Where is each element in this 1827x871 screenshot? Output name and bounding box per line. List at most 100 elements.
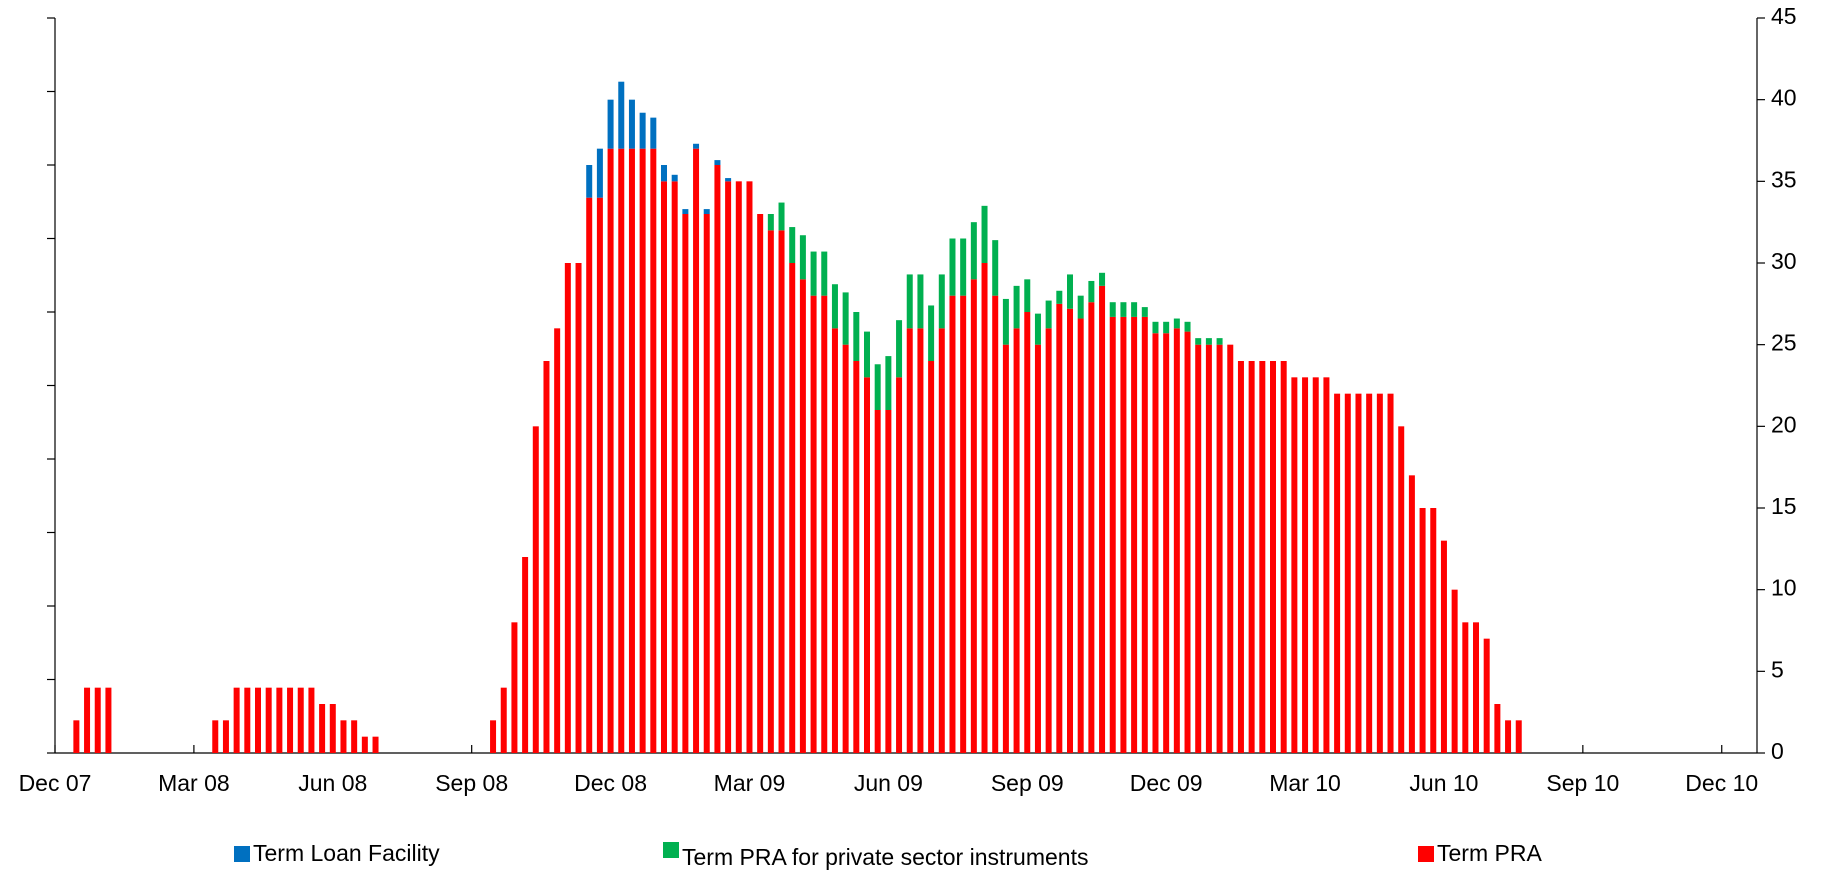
x-tick-label: Sep 08 [435,770,508,796]
bar-segment [532,426,539,753]
bar-segment [255,687,262,753]
bar-segment [586,197,593,753]
bar-segment [222,720,229,753]
bar-segment [767,214,774,231]
bar-segment [810,295,817,753]
legend-label: Term PRA [1437,840,1542,866]
bar-segment [725,178,732,182]
bar-segment [906,274,913,329]
bar-segment [1312,377,1319,753]
bar-segment [650,148,657,753]
bar-segment [896,377,903,753]
bar-segment [735,181,742,754]
bar-segment [500,687,507,753]
bar-segment [938,274,945,329]
bar-segment [714,165,721,753]
y-tick-label: 35 [1771,166,1797,192]
y-tick-label: 10 [1771,575,1797,601]
bar-segment [1024,312,1031,753]
bar-segment [842,344,849,753]
x-tick-label: Sep 09 [991,770,1064,796]
bar-segment [906,328,913,753]
bar-segment [874,410,881,753]
x-tick-label: Dec 09 [1130,770,1203,796]
bar-segment [639,148,646,753]
bar-segment [297,687,304,753]
bar-segment [1451,589,1458,753]
y-tick-label: 5 [1771,656,1784,682]
bar-segment [874,364,881,410]
bar-segment [981,263,988,753]
bar-segment [1077,295,1084,319]
bar-segment [586,165,593,198]
bar-segment [1109,316,1116,753]
bar-segment [1120,316,1127,753]
bar-segment [1163,321,1170,334]
x-tick-label: Mar 08 [158,770,230,796]
bar-segment [607,148,614,753]
bar-segment [1067,274,1074,309]
bar-segment [1270,361,1277,753]
bar-segment [1034,313,1041,345]
bar-segment [596,148,603,198]
bar-segment [276,687,283,753]
bar-segment [1067,308,1074,753]
bar-segment [1237,361,1244,753]
bar-segment [543,361,550,753]
bar-segment [778,202,785,231]
bar-segment [831,328,838,753]
bar-segment [490,720,497,753]
bar-segment [928,361,935,753]
bar-segment [522,557,529,753]
bar-segment [329,704,336,753]
bar-segment [981,205,988,263]
y-tick-label: 45 [1771,3,1797,29]
legend-label: Term PRA for private sector instruments [682,844,1088,870]
bar-segment [1013,328,1020,753]
bar-segment [960,238,967,296]
bar-segment [746,181,753,754]
bar-segment [1205,338,1212,345]
bar-segment [885,356,892,410]
y-tick-label: 40 [1771,85,1797,111]
bar-segment [928,305,935,361]
x-tick-label: Jun 09 [854,770,923,796]
bar-segment [1141,316,1148,753]
legend-swatch [1418,846,1434,862]
bar-segment [1366,393,1373,753]
bar-segment [618,81,625,149]
bar-segment [661,165,668,182]
bar-segment [1408,475,1415,753]
bar-segment [628,99,635,149]
x-tick-label: Dec 07 [19,770,92,796]
bar-segment [1141,307,1148,317]
bar-segment [671,174,678,182]
bar-segment [853,361,860,753]
bar-segment [992,240,999,296]
bar-segment [1216,344,1223,753]
bar-segment [628,148,635,753]
bar-segment [703,214,710,753]
bar-segment [778,230,785,754]
bar-segment [1034,344,1041,753]
bar-segment [1259,361,1266,753]
bar-segment [1291,377,1298,753]
bar-segment [1205,344,1212,753]
bar-segment [1002,344,1009,753]
bar-segment [970,222,977,280]
bar-segment [233,687,240,753]
bar-segment [1387,393,1394,753]
bar-segment [340,720,347,753]
bar-segment [1483,638,1490,753]
bar-segment [682,214,689,753]
bar-segment [799,279,806,753]
bar-segment [789,227,796,263]
x-tick-label: Mar 09 [714,770,786,796]
bar-segment [1163,333,1170,753]
bar-segment [714,160,721,165]
bar-segment [511,622,518,753]
legend-label: Term Loan Facility [253,840,440,866]
bar-segment [1462,622,1469,753]
bar-segment [896,320,903,378]
